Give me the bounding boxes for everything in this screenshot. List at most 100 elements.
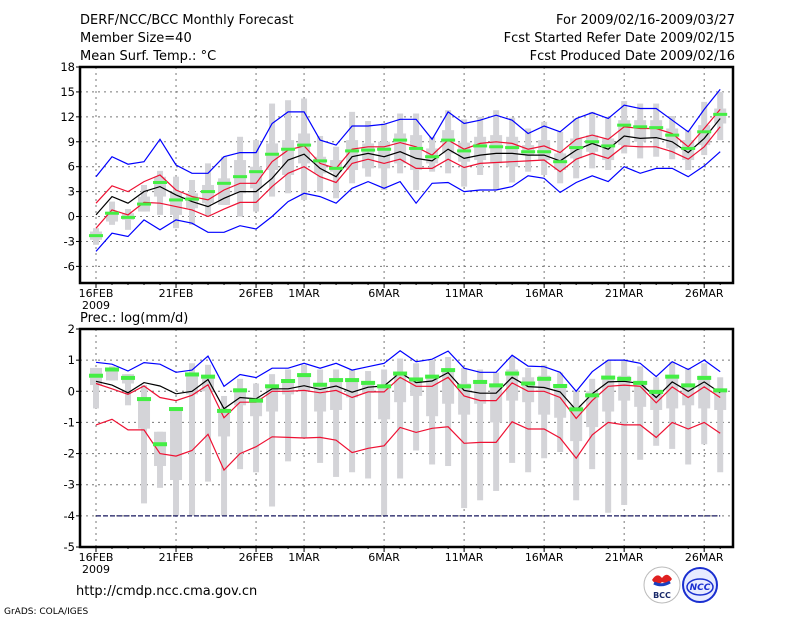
green-marker [249, 170, 264, 174]
x-tick-label: 11MAR [445, 287, 484, 300]
green-marker [265, 384, 280, 389]
green-marker [217, 181, 232, 185]
green-marker [233, 388, 248, 393]
green-marker [201, 190, 216, 194]
box-bar [602, 375, 615, 412]
green-marker [249, 398, 264, 403]
green-marker [89, 373, 104, 378]
green-marker [169, 198, 184, 202]
x-tick-label: 26FEB [239, 551, 274, 564]
box-bar [490, 135, 503, 164]
box-bar [666, 375, 679, 409]
green-marker [345, 149, 360, 153]
box-bar [538, 375, 551, 415]
box-bar [698, 125, 711, 146]
green-marker [425, 374, 440, 379]
whisker-bar [205, 364, 212, 482]
box-bar [410, 378, 423, 396]
green-marker [649, 126, 664, 130]
started-date: Fcst Started Refer Date 2009/02/15 [504, 31, 735, 46]
green-marker [697, 375, 712, 380]
box-bar [330, 160, 343, 172]
green-marker [185, 197, 200, 201]
box-bar [218, 178, 231, 205]
box-bar [170, 191, 183, 215]
x-tick-label: 26MAR [685, 551, 724, 564]
x-tick-label: 1MAR [288, 287, 320, 300]
box-bar [106, 211, 119, 222]
box-bar [634, 381, 647, 407]
green-marker [601, 144, 616, 148]
y-tick-label: -3 [64, 234, 75, 248]
red-upper-line [95, 376, 721, 420]
whisker-bar [573, 391, 580, 501]
ncc-logo: NCC [682, 567, 718, 603]
box-bar [506, 369, 519, 401]
y-tick-label: 9 [68, 135, 75, 149]
box-bar [266, 386, 279, 412]
box-bar [346, 378, 359, 398]
x-tick-label: 21FEB [159, 551, 194, 564]
ncc-logo-text: NCC [690, 583, 711, 593]
green-marker [233, 175, 248, 179]
box-bar [106, 369, 119, 381]
whisker-bar [605, 360, 612, 513]
green-marker [553, 160, 568, 164]
box-bar [298, 375, 311, 392]
green-marker [169, 407, 184, 412]
green-marker [441, 138, 456, 142]
green-marker [457, 384, 472, 389]
y-tick-label: -1 [64, 415, 75, 429]
x-tick-label: 26MAR [685, 287, 724, 300]
whisker-bar [381, 369, 388, 516]
green-marker [473, 144, 488, 148]
source-url: http://cmdp.ncc.cma.gov.cn [76, 584, 257, 599]
produced-date: Fcst Produced Date 2009/02/16 [530, 49, 735, 64]
green-marker [105, 211, 120, 215]
box-bar [410, 135, 423, 171]
green-marker [393, 138, 408, 142]
whisker-bar [477, 369, 484, 501]
box-bar [650, 120, 663, 139]
green-marker [217, 408, 232, 413]
green-marker [313, 382, 328, 387]
whisker-bar [653, 377, 660, 446]
y-tick-label: 0 [68, 210, 75, 224]
green-marker [361, 148, 376, 152]
green-marker [713, 112, 728, 116]
member-size: Member Size=40 [80, 31, 192, 46]
whisker-bar [125, 374, 132, 406]
whisker-bar [397, 358, 404, 479]
green-marker [585, 393, 600, 398]
green-marker [265, 152, 280, 156]
y-tick-label: 15 [60, 85, 75, 99]
box-bar [282, 140, 295, 175]
green-marker [697, 130, 712, 134]
box-bar [442, 130, 455, 154]
x-tick-label: 16FEB [79, 551, 114, 564]
green-marker [201, 374, 216, 379]
green-marker [425, 155, 440, 159]
whisker-bar [413, 363, 420, 451]
green-marker [153, 442, 168, 447]
green-marker [521, 381, 536, 386]
chart-title: DERF/NCC/BCC Monthly Forecast [80, 13, 294, 28]
blue-lower-line [95, 151, 721, 252]
green-marker [537, 376, 552, 381]
y-tick-label: -6 [64, 259, 75, 273]
green-marker [377, 384, 392, 389]
x-tick-label: 16FEB [79, 287, 114, 300]
box-bar [298, 133, 311, 164]
box-bar [266, 143, 279, 171]
whisker-bar [365, 371, 372, 479]
bcc-logo-text: BCC [653, 591, 671, 600]
whisker-bar [445, 357, 452, 467]
box-bar [330, 378, 343, 410]
box-bar [154, 431, 167, 467]
whisker-bar [141, 385, 148, 504]
whisker-bar [685, 367, 692, 465]
green-marker [281, 147, 296, 151]
box-bar [138, 399, 151, 429]
green-marker [329, 166, 344, 170]
